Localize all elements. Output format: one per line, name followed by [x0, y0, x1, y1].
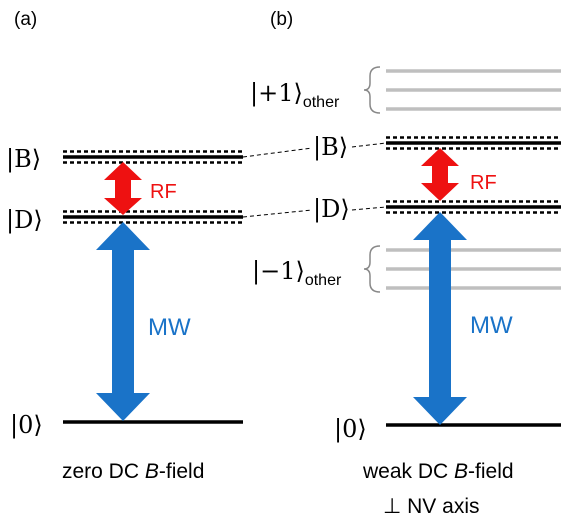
panel-b-upper-brace	[363, 66, 381, 114]
panel-a-mw-label: MW	[148, 314, 191, 341]
panel-b-rf-label: RF	[470, 172, 497, 194]
panel-b-level-b	[386, 136, 561, 150]
panel-b-lower-other-levels	[363, 245, 561, 293]
connector-d-right	[351, 206, 387, 211]
panel-a-rf-label: RF	[150, 181, 177, 203]
panel-a-label: (a)	[14, 9, 37, 30]
panel-a-label-d: |D⟩	[6, 206, 43, 235]
connector-d-left	[242, 209, 313, 218]
panel-b-rf-arrow	[421, 148, 459, 201]
connector-b-right	[351, 142, 387, 148]
panel-b-label-b: |B⟩	[313, 133, 348, 162]
panel-a-label-ground: |0⟩	[10, 411, 43, 440]
panel-b-label-ground: |0⟩	[334, 415, 367, 444]
panel-a-rf-arrow	[104, 162, 142, 215]
panel-b-lower-brace	[363, 245, 381, 293]
panel-b-label: (b)	[270, 9, 293, 30]
connector-b-left	[242, 147, 313, 158]
panel-b-upper-other-levels	[363, 66, 561, 114]
panel-a-mw-arrow	[96, 222, 150, 421]
panel-b: (b) |+1⟩other |	[250, 9, 561, 518]
panel-a-label-b: |B⟩	[6, 145, 41, 174]
panel-a-caption: zero DC B-field	[62, 460, 204, 483]
panel-b-mw-arrow	[413, 212, 467, 425]
panel-b-mw-label: MW	[470, 312, 513, 339]
panel-b-label-d: |D⟩	[313, 195, 350, 224]
panel-b-label-lower-other: |−1⟩other	[252, 257, 342, 289]
panel-b-level-d	[386, 200, 561, 214]
panel-b-label-upper-other: |+1⟩other	[250, 79, 340, 111]
panel-b-caption-line1: weak DC B-field	[362, 460, 514, 483]
panel-a-level-d	[63, 210, 243, 224]
panel-a: (a) |B⟩ |D⟩ |0⟩ RF MW zero DC B-field	[6, 9, 243, 483]
panel-a-level-b	[63, 150, 243, 164]
panel-b-caption-line2: ⊥ NV axis	[383, 495, 479, 518]
